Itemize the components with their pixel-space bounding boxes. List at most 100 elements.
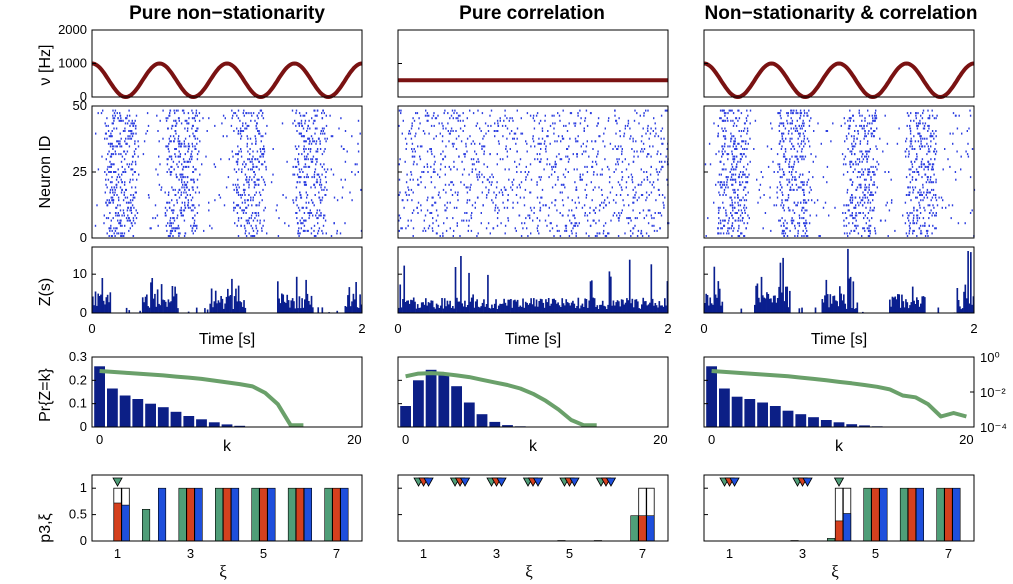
count-bar — [500, 304, 503, 313]
spike — [826, 181, 828, 184]
spike — [179, 140, 181, 143]
spike — [627, 122, 630, 125]
spike — [933, 150, 935, 153]
spike — [637, 155, 639, 158]
spike — [536, 196, 539, 199]
spike — [870, 132, 872, 135]
spike — [520, 235, 523, 237]
spike — [932, 204, 934, 207]
spike — [113, 112, 116, 115]
count-bar — [605, 309, 608, 313]
count-bar — [321, 307, 324, 313]
spike — [661, 127, 664, 130]
pmf-xtick-1: 20 — [959, 432, 973, 447]
spike — [924, 222, 926, 225]
spike — [723, 145, 726, 148]
spike — [195, 168, 197, 171]
spike — [847, 235, 849, 237]
spike — [111, 142, 113, 145]
count-bar — [239, 301, 241, 313]
spike — [727, 153, 730, 156]
spike — [864, 150, 867, 153]
spike — [285, 196, 287, 199]
count-bar — [435, 303, 438, 313]
spike — [457, 117, 459, 120]
count-axes-col-1 — [91, 246, 363, 314]
spike — [230, 124, 233, 127]
spike — [322, 130, 324, 132]
spike — [874, 227, 876, 230]
spike — [931, 163, 934, 166]
spike — [561, 135, 563, 138]
spike — [589, 212, 591, 214]
spike — [592, 188, 594, 191]
spike — [924, 122, 927, 125]
spike — [921, 117, 924, 120]
p-bar-red — [186, 487, 195, 542]
spike — [856, 176, 859, 179]
spike — [485, 196, 488, 199]
spike — [433, 112, 435, 115]
spike — [570, 222, 572, 225]
spike — [131, 168, 134, 171]
spike — [617, 145, 620, 148]
spike — [718, 173, 721, 176]
spike — [658, 171, 661, 173]
spike — [172, 217, 174, 220]
count-bar — [554, 300, 557, 313]
spike — [852, 181, 854, 184]
spike — [793, 148, 796, 150]
spike — [909, 222, 911, 225]
spike — [660, 130, 662, 132]
spike — [790, 112, 792, 115]
spike — [778, 142, 781, 145]
spike — [633, 201, 635, 204]
spike — [872, 165, 874, 168]
spike — [475, 168, 477, 171]
spike — [170, 222, 172, 225]
count-bar — [909, 305, 911, 313]
spike — [862, 204, 864, 207]
spike — [801, 217, 803, 220]
spike — [252, 163, 254, 166]
spike — [566, 130, 569, 132]
spike — [308, 165, 311, 168]
spike — [778, 165, 781, 168]
p-xtick-2: 5 — [260, 546, 267, 561]
spike — [855, 224, 857, 227]
spike — [119, 222, 121, 225]
spike — [305, 201, 307, 204]
spike — [131, 160, 134, 163]
p-bar-red — [907, 487, 917, 542]
spike — [865, 178, 867, 181]
spike — [656, 153, 658, 156]
spike — [870, 176, 872, 179]
spike — [617, 148, 619, 150]
spike — [136, 178, 138, 181]
spike — [412, 227, 415, 230]
spike — [553, 114, 555, 117]
spike — [832, 122, 834, 125]
spike — [808, 171, 810, 173]
spike — [520, 181, 523, 184]
spike — [124, 127, 126, 130]
count-bar — [539, 298, 542, 313]
spike — [927, 165, 930, 168]
spike — [660, 114, 663, 117]
spike — [549, 229, 551, 232]
spike — [190, 178, 192, 181]
spike — [743, 173, 745, 176]
spike — [316, 209, 318, 212]
spike — [236, 224, 238, 227]
spike — [544, 148, 547, 150]
count-bar — [356, 307, 359, 313]
count-bar — [712, 304, 714, 313]
spike — [605, 235, 608, 237]
spike — [467, 186, 469, 189]
spike — [196, 212, 199, 214]
spike — [281, 122, 284, 125]
spike — [148, 196, 150, 199]
spike — [105, 158, 107, 161]
spike — [408, 132, 410, 135]
